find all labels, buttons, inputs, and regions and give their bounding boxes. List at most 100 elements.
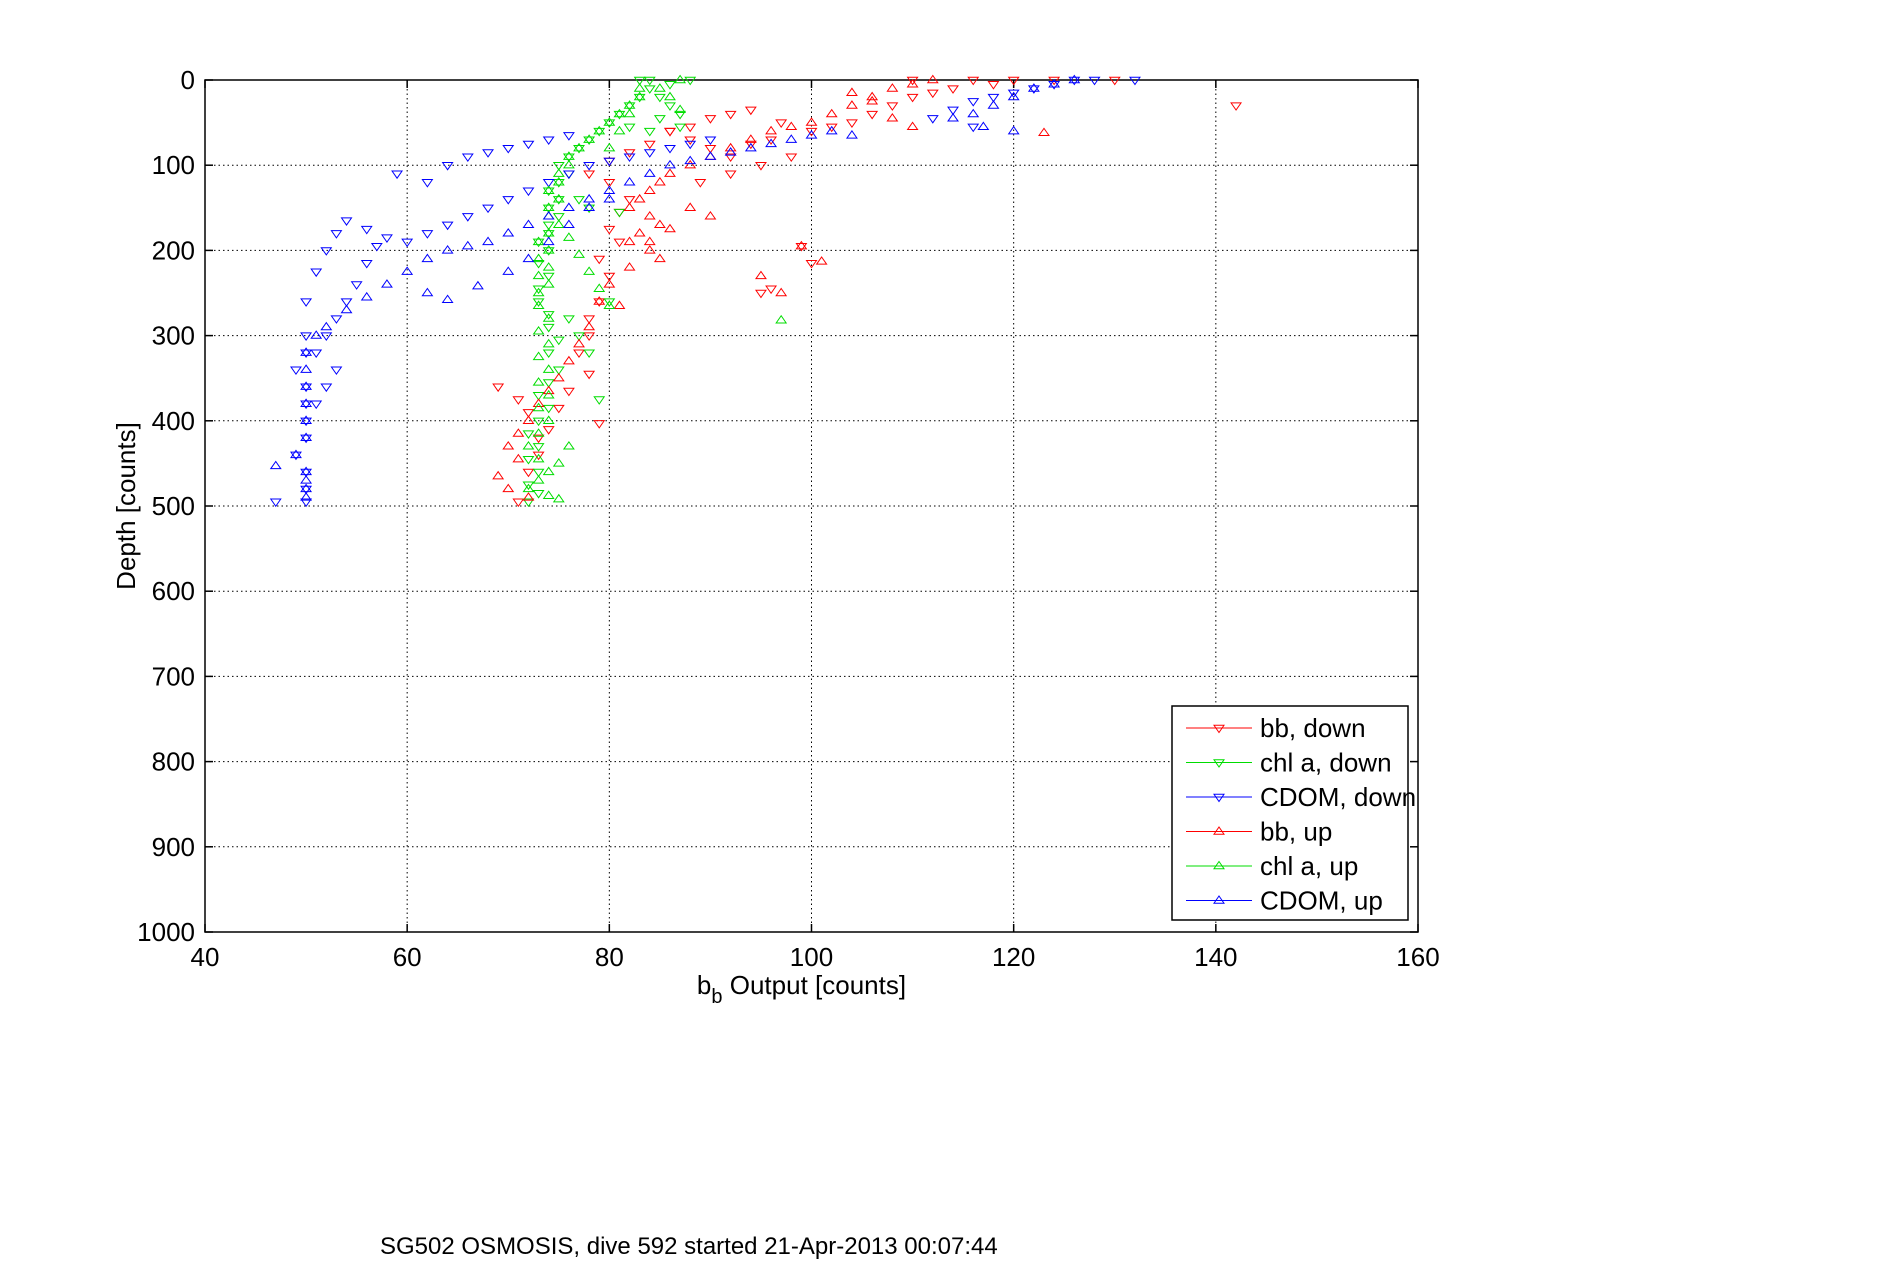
y-tick-label: 900 [152, 832, 195, 862]
data-point [542, 221, 555, 231]
data-point [532, 402, 545, 412]
data-point [653, 219, 666, 229]
data-point [583, 370, 596, 380]
data-point [1230, 102, 1243, 111]
data-point [482, 236, 494, 246]
data-point [977, 121, 990, 131]
data-point [562, 315, 575, 324]
data-point [532, 398, 545, 407]
data-point [552, 336, 565, 346]
data-point [967, 76, 980, 86]
data-point [310, 330, 323, 339]
data-point [724, 147, 737, 156]
data-point [542, 426, 555, 435]
data-point [886, 83, 899, 92]
data-point [542, 323, 555, 333]
data-point [330, 315, 343, 324]
data-point [502, 227, 515, 237]
data-point [795, 242, 808, 252]
series-1 [522, 76, 697, 508]
data-point [532, 377, 545, 386]
data-point [603, 272, 616, 282]
data-point [300, 383, 313, 393]
data-point [967, 123, 980, 133]
data-point [542, 179, 555, 188]
series-4 [522, 74, 788, 503]
data-point [987, 100, 1000, 109]
data-point [522, 140, 535, 150]
data-point [552, 213, 565, 222]
data-point [330, 366, 343, 376]
data-point [573, 332, 585, 341]
data-point [633, 76, 646, 86]
data-point [947, 106, 959, 116]
data-point [765, 138, 778, 148]
data-point [573, 338, 585, 348]
data-point [360, 225, 373, 235]
data-point [947, 112, 959, 122]
x-tick-label: 40 [191, 942, 220, 972]
axis-ticks: 40 60 80 100 120 140 160 0 100 200 300 400 500 600 700… [137, 65, 1440, 972]
data-point [320, 321, 333, 331]
data-point [532, 287, 545, 297]
data-point [623, 100, 636, 109]
data-point [664, 127, 676, 137]
data-point [1088, 76, 1101, 86]
data-point [633, 227, 646, 237]
data-point [886, 112, 899, 122]
data-point [583, 162, 596, 171]
data-point [532, 270, 545, 280]
data-point [664, 127, 676, 137]
data-point [643, 149, 656, 158]
data-point [532, 451, 545, 461]
legend-marker [1213, 793, 1225, 803]
data-point [765, 285, 778, 295]
data-point [391, 170, 404, 180]
data-point [532, 325, 545, 335]
x-axis-label-rest: Output [counts] [723, 970, 907, 1000]
data-point [805, 127, 818, 137]
data-point [1007, 76, 1020, 86]
data-point [552, 458, 565, 467]
data-point [593, 296, 606, 305]
data-point [300, 483, 313, 493]
data-point [502, 144, 515, 154]
data-point [300, 298, 313, 307]
data-point [785, 134, 798, 143]
data-point [926, 89, 939, 99]
x-axis-label-subscript: b [711, 986, 722, 1008]
data-point [310, 349, 323, 359]
data-point [492, 383, 505, 393]
data-point [643, 236, 656, 246]
data-point [613, 208, 626, 218]
data-point [532, 298, 545, 307]
legend-label: CDOM, down [1260, 782, 1416, 812]
data-point [926, 74, 939, 84]
data-point [613, 110, 626, 120]
legend-item: CDOM, down [1186, 782, 1416, 812]
data-point [522, 219, 535, 229]
data-point [967, 98, 980, 107]
data-point [845, 119, 858, 128]
data-point [421, 287, 434, 297]
data-point [613, 300, 626, 309]
data-point [552, 176, 565, 186]
legend-marker [1213, 895, 1225, 904]
data-point [593, 298, 606, 307]
data-point [562, 232, 575, 241]
data-point [542, 262, 555, 271]
data-point [380, 279, 393, 288]
data-point [370, 242, 383, 252]
legend-item: chl a, down [1186, 748, 1392, 778]
data-point [532, 253, 545, 263]
data-point [542, 349, 555, 359]
legend-marker [1213, 826, 1225, 835]
data-point [562, 153, 575, 163]
data-point [653, 253, 666, 263]
data-point [623, 176, 636, 186]
legend-label: CDOM, up [1260, 886, 1383, 916]
x-tick-label: 60 [393, 942, 422, 972]
data-point [512, 428, 525, 437]
data-point [694, 179, 707, 188]
series-2 [269, 76, 1141, 508]
